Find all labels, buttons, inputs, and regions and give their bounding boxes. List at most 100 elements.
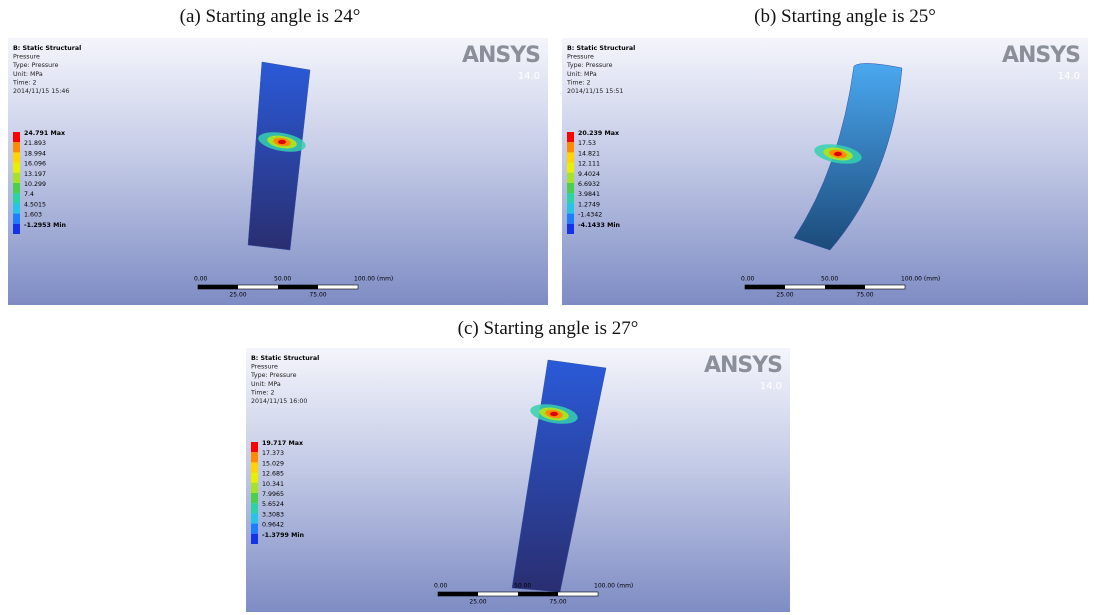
legend-label: 17.373 (262, 450, 284, 457)
legend-swatch (567, 163, 574, 173)
page: (a) Starting angle is 24° (b) Starting a… (0, 0, 1094, 615)
contour (550, 412, 558, 416)
scale-label: 100.00 (mm) (354, 276, 393, 283)
scale-label: 25.00 (469, 599, 486, 606)
scale-bar (518, 592, 558, 596)
header-line: 2014/11/15 15:46 (13, 88, 69, 95)
legend-label: 1.2749 (578, 201, 600, 208)
legend-label: 10.341 (262, 481, 284, 488)
legend-label: -4.1433 Min (578, 222, 620, 229)
header-line: Unit: MPa (567, 71, 597, 78)
scale-label: 0.00 (434, 583, 448, 590)
header-line: B: Static Structural (13, 45, 81, 52)
legend-label: 9.4024 (578, 171, 600, 178)
legend-swatch (251, 524, 258, 534)
scale-label: 75.00 (549, 599, 566, 606)
legend-swatch (567, 132, 574, 142)
header-line: Time: 2 (12, 79, 37, 86)
legend-label: 6.6932 (578, 181, 600, 188)
contour (834, 152, 842, 156)
legend-label: -1.3799 Min (262, 532, 304, 539)
version: 14.0 (518, 71, 540, 82)
header-line: Type: Pressure (12, 62, 59, 69)
legend-swatch (251, 513, 258, 523)
legend-swatch (13, 214, 20, 224)
legend-label: 0.9642 (262, 522, 284, 529)
header-line: Time: 2 (566, 79, 591, 86)
legend-swatch (251, 473, 258, 483)
legend-label: 3.9841 (578, 191, 600, 198)
legend-label: 21.893 (24, 140, 46, 147)
legend-swatch (13, 224, 20, 234)
header-line: 2014/11/15 16:00 (251, 398, 307, 405)
scale-label: 0.00 (194, 276, 208, 283)
contour (278, 140, 286, 144)
legend-swatch (13, 173, 20, 183)
legend-label: 4.5015 (24, 201, 46, 208)
legend-swatch (567, 173, 574, 183)
version: 14.0 (760, 381, 782, 392)
legend-label: 7.4 (24, 191, 34, 198)
scale-bar (438, 592, 478, 596)
header-line: Type: Pressure (250, 372, 297, 379)
scale-label: 100.00 (mm) (901, 276, 940, 283)
scale-bar (825, 285, 865, 289)
scale-label: 75.00 (856, 292, 873, 299)
scale-label: 75.00 (309, 292, 326, 299)
legend-swatch (13, 142, 20, 152)
legend-swatch (251, 503, 258, 513)
legend-swatch (251, 452, 258, 462)
legend-swatch (251, 483, 258, 493)
legend-swatch (251, 534, 258, 544)
header-line: B: Static Structural (251, 355, 319, 362)
legend-swatch (567, 224, 574, 234)
scale-label: 50.00 (821, 276, 838, 283)
legend-swatch (13, 203, 20, 213)
caption: (c) Starting angle is 27° (348, 318, 748, 340)
caption: (b) Starting angle is 25° (645, 6, 1045, 28)
scale-label: 50.00 (274, 276, 291, 283)
logo: ANSYS (462, 43, 540, 68)
legend-swatch (13, 193, 20, 203)
scale-label: 100.00 (mm) (594, 583, 633, 590)
background (562, 38, 1088, 305)
legend-label: 17.53 (578, 140, 596, 147)
legend-swatch (13, 132, 20, 142)
header-line: Pressure (567, 54, 594, 61)
legend-label: 7.9965 (262, 491, 284, 498)
caption: (a) Starting angle is 24° (70, 6, 470, 28)
legend-label: 15.029 (262, 460, 284, 467)
header-line: B: Static Structural (567, 45, 635, 52)
header-line: Pressure (13, 54, 40, 61)
legend-label: 24.791 Max (24, 130, 65, 137)
header-line: 2014/11/15 15:51 (567, 88, 623, 95)
legend-swatch (567, 193, 574, 203)
legend-swatch (567, 152, 574, 162)
scale-label: 50.00 (514, 583, 531, 590)
legend-swatch (567, 142, 574, 152)
scale-label: 0.00 (741, 276, 755, 283)
legend-label: 16.096 (24, 161, 46, 168)
header-line: Unit: MPa (13, 71, 43, 78)
legend-label: -1.4342 (578, 212, 602, 219)
legend-swatch (251, 493, 258, 503)
legend-label: -1.2953 Min (24, 222, 66, 229)
legend-label: 13.197 (24, 171, 46, 178)
scale-bar (745, 285, 785, 289)
scale-bar (278, 285, 318, 289)
legend-swatch (251, 442, 258, 452)
legend-label: 1.603 (24, 212, 42, 219)
legend-swatch (13, 183, 20, 193)
legend-label: 18.994 (24, 150, 46, 157)
version: 14.0 (1058, 71, 1080, 82)
legend-swatch (13, 152, 20, 162)
legend-label: 3.3083 (262, 511, 284, 518)
legend-swatch (567, 183, 574, 193)
header-line: Time: 2 (250, 389, 275, 396)
legend-swatch (567, 203, 574, 213)
legend-label: 12.685 (262, 471, 284, 478)
header-line: Unit: MPa (251, 381, 281, 388)
